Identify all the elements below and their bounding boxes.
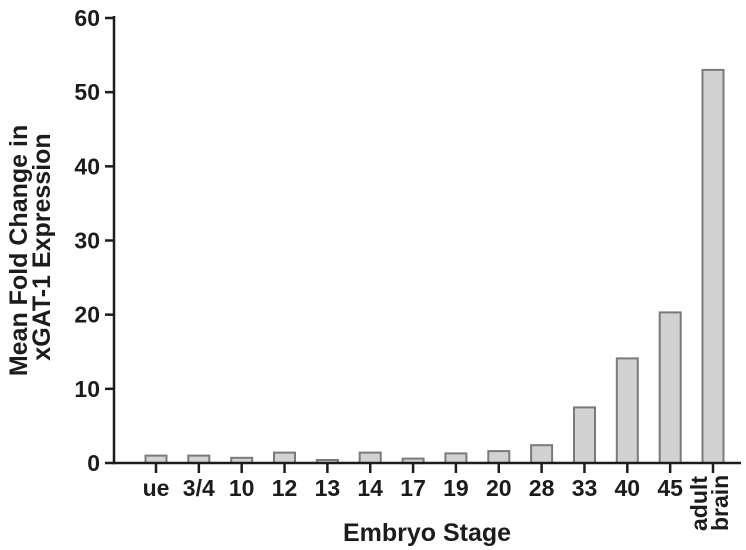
y-axis-title-line2: xGAT-1 Expression: [28, 133, 56, 360]
x-tick-label: 40: [615, 475, 641, 501]
y-tick-label: 50: [74, 79, 100, 105]
axes-layer: [105, 16, 741, 473]
bar: [273, 451, 296, 465]
y-tick-label: 0: [87, 450, 100, 476]
y-axis-title-line1: Mean Fold Change in: [5, 125, 33, 376]
bar: [573, 406, 596, 464]
bar: [658, 311, 682, 464]
y-tick-label: 60: [74, 5, 100, 31]
x-tick-label: 45: [657, 475, 683, 501]
bar: [615, 357, 639, 464]
y-axis-title: Mean Fold Change in xGAT-1 Expression: [5, 118, 56, 376]
x-tick-label: 13: [315, 475, 341, 501]
bar: [444, 452, 468, 464]
bar: [487, 450, 511, 465]
y-tick-label: 30: [74, 228, 100, 254]
x-tick-label: 33: [572, 475, 598, 501]
x-tick-label: 14: [357, 475, 383, 501]
x-tick-label: 20: [486, 475, 512, 501]
bar: [701, 68, 725, 465]
x-tick-label-rotated: adultbrain: [686, 475, 733, 531]
x-tick-label: 17: [400, 475, 426, 501]
bar: [530, 444, 554, 465]
x-tick-label: 3/4: [183, 475, 215, 501]
tick-labels-layer: 0 10 20 30 40 50 60 ue 3/4 10 12 13 14 17 19 20 28 33 40 45…: [74, 5, 733, 531]
x-tick-label: 10: [229, 475, 255, 501]
y-tick-label: 10: [74, 376, 100, 402]
bar: [358, 451, 382, 465]
y-tick-label: 40: [74, 153, 100, 179]
bars-layer: [144, 68, 725, 465]
x-tick-label: 19: [443, 475, 469, 501]
y-tick-label: 20: [74, 302, 100, 328]
x-axis-title: Embryo Stage: [343, 519, 511, 547]
x-tick-label: 12: [272, 475, 298, 501]
x-tick-label: ue: [143, 475, 170, 501]
x-tick-label: 28: [529, 475, 555, 501]
